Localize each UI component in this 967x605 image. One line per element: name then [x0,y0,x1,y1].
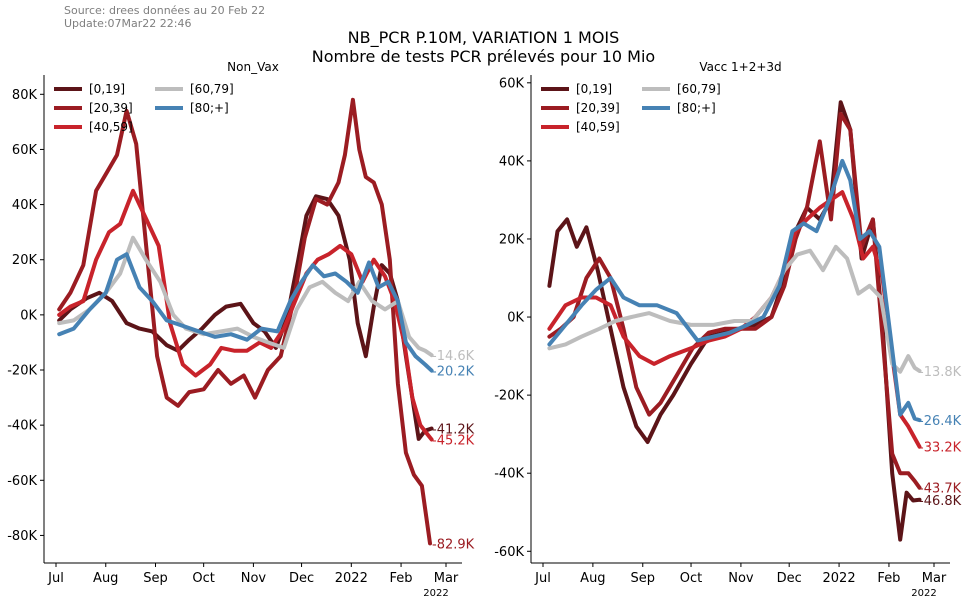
y-tick-label: 20K [499,232,525,247]
end-value-label: -26.4K [919,414,962,429]
y-tick-label: 40K [12,198,38,213]
y-tick-label: -20K [494,389,524,404]
legend-label: [20,39] [89,101,133,115]
x-tick-label: Nov [728,571,754,586]
y-tick-label: 60K [12,143,38,158]
x-tick-label: Dec [289,571,314,586]
x-tick-label: Mar [434,571,459,586]
end-value-label: -43.7K [919,482,962,497]
end-value-label: -13.8K [919,365,962,380]
legend-label: [40,59] [89,120,133,134]
legend-label: [60,79] [677,82,721,96]
chart-title-line-1: NB_PCR P.10M, VARIATION 1 MOIS [347,28,620,47]
end-value-label: -33.2K [919,441,962,456]
x-tick-label: Feb [877,571,900,586]
series-line-[20,39] [57,97,432,546]
y-tick-label: 0K [20,308,37,323]
x-tick-label: Sep [631,571,656,586]
x-tick-label: Mar [922,571,947,586]
end-value-label: -82.9K [432,537,475,552]
end-value-label: -20.2K [432,365,475,380]
end-value-label: -45.2K [432,433,475,448]
y-tick-label: 80K [12,88,38,103]
x-tick-label: Jul [534,571,551,586]
legend-label: [80;+] [190,101,229,115]
series-line-[0,19] [57,194,434,441]
y-tick-label: -40K [494,467,524,482]
end-value-label: -14.6K [432,349,475,364]
y-tick-label: 0K [507,311,524,326]
x-tick-label: 2022 [335,571,368,586]
x-tick-label: Nov [241,571,267,586]
y-tick-label: 60K [499,76,525,91]
panel-title: Non_Vax [227,60,279,74]
legend-label: [80;+] [677,101,716,115]
x-tick-label: Aug [93,571,118,586]
chart-panel-2: Vacc 1+2+3d -60K -40K -20K 0K 20K 40K 60K Jul Aug… [494,60,961,599]
y-tick-label: -20K [7,364,37,379]
x-axis-year-label: 2022 [911,588,936,599]
x-tick-label: Aug [580,571,605,586]
x-tick-label: Oct [192,571,214,586]
y-tick-label: 40K [499,154,525,169]
legend-label: [40,59] [576,120,620,134]
series-line-[60,79] [57,235,434,358]
legend-label: [0,19] [89,82,125,96]
chart-panel-1: Non_Vax -80K -60K -40K -20K 0K 20K 40K 60K 80K Jul… [7,60,474,599]
legend-label: [0,19] [576,82,612,96]
legend-label: [20,39] [576,101,620,115]
end-value-label: -41.2K [432,422,475,437]
source-line: Source: drees données au 20 Feb 22 [64,4,266,17]
x-tick-label: Sep [143,571,168,586]
x-axis-year-label: 2022 [423,588,448,599]
series-line-[20,39] [547,112,922,490]
y-tick-label: -60K [7,474,37,489]
y-tick-label: -60K [494,545,524,560]
x-tick-label: Dec [777,571,802,586]
y-tick-label: -40K [7,419,37,434]
x-tick-label: 2022 [823,571,856,586]
chart-title-line-2: Nombre de tests PCR prélevés pour 10 Mio [311,47,656,66]
y-tick-label: -80K [7,529,37,544]
end-value-label: -46.8K [919,494,962,509]
chart-title: NB_PCR P.10M, VARIATION 1 MOIS Nombre de… [0,28,967,66]
series-line-[80;+] [547,158,922,423]
x-tick-label: Oct [680,571,702,586]
series-line-[40,59] [57,188,434,442]
y-tick-label: 20K [12,253,38,268]
x-tick-label: Feb [390,571,413,586]
source-note: Source: drees données au 20 Feb 22 Update… [64,4,265,30]
legend-label: [60,79] [190,82,234,96]
x-tick-label: Jul [47,571,64,586]
series-line-[80;+] [57,252,434,373]
update-line: Update:07Mar22 22:46 [64,17,192,30]
panel-title: Vacc 1+2+3d [699,60,781,74]
